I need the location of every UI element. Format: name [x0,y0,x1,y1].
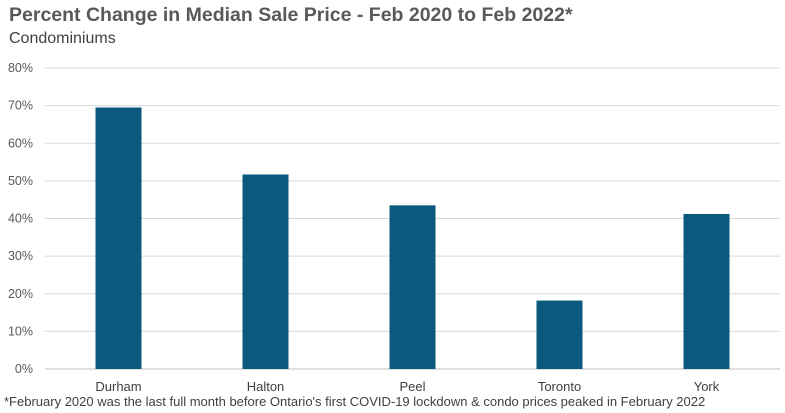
x-axis-labels: Durham Halton Peel Toronto York [95,379,719,394]
gridlines [45,67,780,370]
bar-halton [242,174,289,369]
y-tick-label: 20% [8,287,33,301]
y-tick-label: 80% [8,61,33,75]
x-tick-label: Peel [399,379,425,394]
y-axis-ticks: 0% 10% 20% 30% 40% 50% 60% 70% 80% [8,61,33,376]
bars [95,107,730,369]
x-tick-label: Halton [247,379,285,394]
y-tick-label: 30% [8,249,33,263]
bar-toronto [536,300,583,369]
y-tick-label: 10% [8,324,33,338]
bar-durham [95,107,142,369]
bar-york [683,213,730,369]
x-tick-label: Durham [95,379,141,394]
x-tick-label: York [694,379,720,394]
y-tick-label: 60% [8,136,33,150]
y-tick-label: 70% [8,99,33,113]
y-tick-label: 0% [15,362,33,376]
chart-footnote: *February 2020 was the last full month b… [4,394,706,409]
chart-subtitle: Condominiums [9,30,116,47]
y-tick-label: 50% [8,174,33,188]
chart-title: Percent Change in Median Sale Price - Fe… [9,4,573,26]
x-tick-label: Toronto [538,379,581,394]
bar-peel [389,205,436,369]
y-tick-label: 40% [8,212,33,226]
